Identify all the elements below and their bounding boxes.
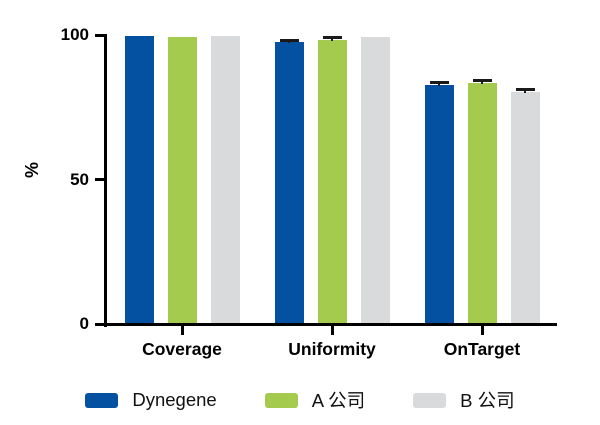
- error-bar-cap: [429, 81, 449, 85]
- x-tick: [480, 326, 484, 335]
- bar: [167, 37, 197, 324]
- y-tick-label: 50: [70, 169, 89, 189]
- error-bar-cap: [322, 36, 342, 40]
- error-bar-cap: [515, 88, 535, 92]
- legend-item-dynegene: Dynegene: [85, 389, 217, 411]
- bar: [210, 36, 240, 324]
- bar: [424, 84, 454, 324]
- bar: [360, 37, 390, 324]
- legend-label-company-a: A 公司: [311, 390, 366, 411]
- bar: [274, 41, 304, 324]
- x-axis-label: Uniformity: [288, 339, 376, 359]
- error-bar-cap: [472, 79, 492, 83]
- legend-item-company-a: A 公司: [264, 387, 366, 413]
- legend-item-company-b: B 公司: [413, 387, 515, 413]
- bar: [317, 40, 347, 324]
- x-axis-line: [104, 323, 557, 326]
- y-axis-title: %: [22, 162, 42, 179]
- error-bar-stem: [330, 37, 334, 42]
- x-tick: [330, 326, 334, 335]
- y-tick: [95, 33, 104, 37]
- error-bar-stem: [480, 80, 484, 84]
- y-axis-line: [104, 33, 107, 327]
- x-tick: [180, 326, 184, 335]
- legend-label-company-b: B 公司: [460, 390, 515, 411]
- legend-swatch-dynegene: [85, 392, 119, 408]
- y-tick-label: 0: [79, 314, 89, 333]
- bar: [467, 82, 497, 324]
- error-bar-stem: [437, 82, 441, 86]
- bar: [124, 35, 154, 324]
- x-axis-label: OnTarget: [443, 339, 521, 359]
- legend-label-dynegene: Dynegene: [132, 389, 217, 410]
- bar: [510, 92, 540, 324]
- y-tick-label: 100: [60, 25, 89, 44]
- error-bar-cap: [279, 38, 299, 42]
- y-tick: [95, 322, 104, 326]
- legend-swatch-company-a: [264, 392, 298, 408]
- legend-swatch-company-b: [413, 392, 447, 408]
- error-bar-stem: [523, 89, 527, 94]
- legend: Dynegene A 公司 B 公司: [0, 387, 600, 413]
- x-axis-label: Coverage: [142, 339, 222, 359]
- y-tick: [95, 178, 104, 181]
